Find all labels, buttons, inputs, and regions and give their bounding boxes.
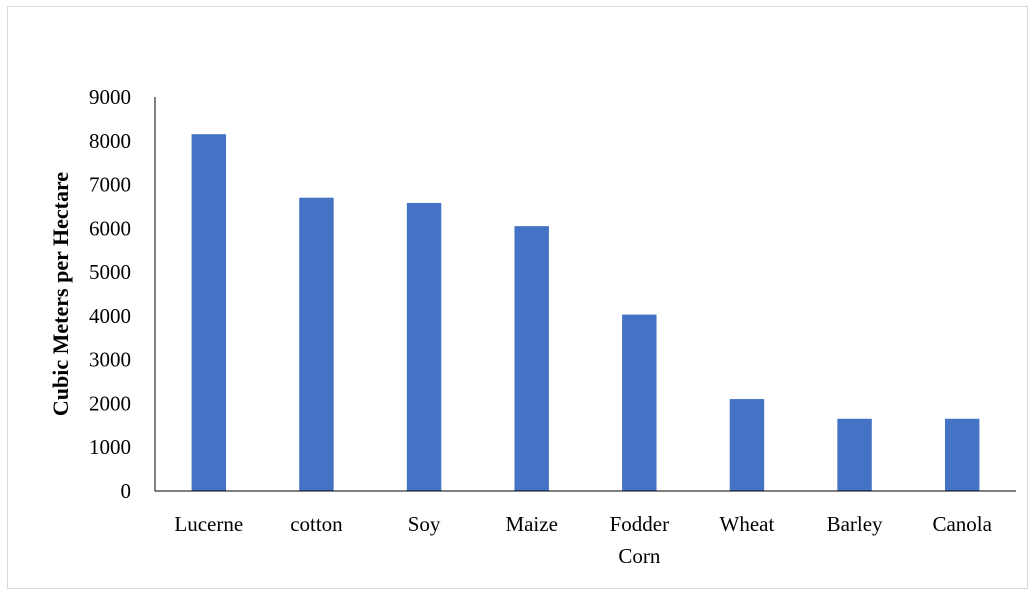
x-tick-label: Lucerne	[174, 512, 243, 536]
x-tick-label: Fodder	[610, 512, 670, 536]
bar	[729, 399, 765, 491]
y-tick-label: 4000	[89, 304, 131, 328]
y-axis-title: Cubic Meters per Hectare	[48, 172, 73, 416]
x-tick-label: cotton	[290, 512, 343, 536]
bar	[191, 134, 227, 491]
y-axis-ticks: 0 1000 2000 3000 4000 5000 6000 7000 8000 9000	[89, 85, 131, 503]
x-tick-label: Maize	[505, 512, 557, 536]
y-tick-label: 7000	[89, 173, 131, 197]
x-tick-label: Wheat	[720, 512, 775, 536]
y-tick-label: 8000	[89, 129, 131, 153]
y-tick-label: 3000	[89, 348, 131, 372]
y-tick-label: 9000	[89, 85, 131, 109]
bar	[837, 418, 872, 491]
y-tick-label: 6000	[89, 216, 131, 240]
y-tick-label: 2000	[89, 391, 131, 415]
x-tick-label: Canola	[932, 512, 992, 536]
bar	[622, 314, 657, 491]
x-tick-label: Barley	[827, 512, 883, 536]
bar	[299, 197, 334, 491]
y-tick-label: 0	[121, 479, 132, 503]
bar	[514, 226, 549, 491]
bars	[191, 134, 980, 492]
y-tick-label: 1000	[89, 435, 131, 459]
bar	[406, 202, 442, 492]
x-tick-label: Soy	[408, 512, 441, 536]
y-tick-label: 5000	[89, 260, 131, 284]
bar	[944, 418, 980, 491]
x-axis-ticks: Lucerne cotton Soy Maize Fodder Corn Wheat Barl…	[174, 512, 992, 568]
x-tick-label: Corn	[618, 544, 661, 568]
